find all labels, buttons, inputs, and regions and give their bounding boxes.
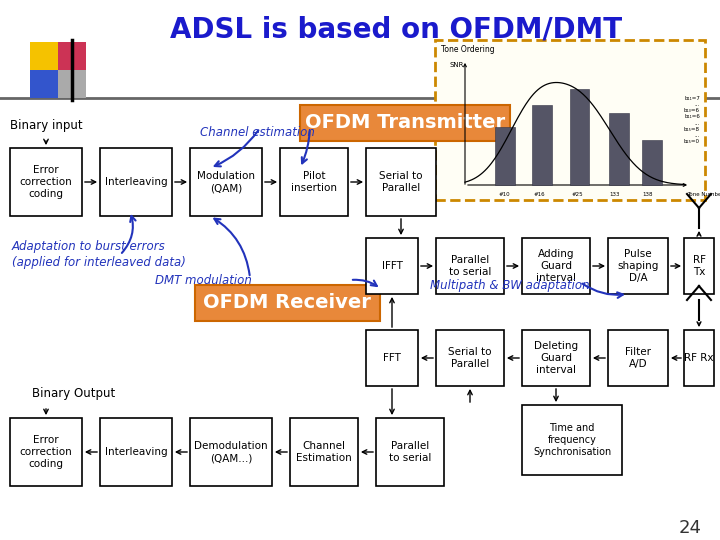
Text: RF
Tx: RF Tx [693, 255, 706, 277]
Bar [522, 238, 590, 294]
Text: 138: 138 [642, 192, 653, 198]
Text: FFT: FFT [383, 353, 401, 363]
Text: Modulation
(QAM): Modulation (QAM) [197, 171, 255, 193]
Bar [522, 405, 622, 475]
Bar [366, 238, 418, 294]
Text: #16: #16 [534, 192, 546, 198]
Text: RF Rx: RF Rx [684, 353, 714, 363]
Bar [10, 418, 82, 486]
Text: Parallel
to serial: Parallel to serial [449, 255, 491, 277]
Text: Multipath & BW adaptation: Multipath & BW adaptation [430, 279, 590, 292]
Text: Adaptation to burst errors
(applied for interleaved data): Adaptation to burst errors (applied for … [12, 240, 186, 269]
Bar [608, 330, 668, 386]
Bar [30, 42, 58, 70]
Text: 133: 133 [609, 192, 620, 198]
Text: OFDM Transmitter: OFDM Transmitter [305, 113, 505, 132]
Text: Serial to
Parallel: Serial to Parallel [449, 347, 492, 369]
Bar [684, 238, 714, 294]
Text: DMT modulation: DMT modulation [155, 273, 252, 287]
Text: Tone Number: Tone Number [687, 192, 720, 198]
Bar [366, 148, 436, 216]
Bar [366, 330, 418, 386]
Text: Serial to
Parallel: Serial to Parallel [379, 171, 423, 193]
Bar [30, 70, 58, 98]
Text: Filter
A/D: Filter A/D [625, 347, 651, 369]
Text: b₁₁=7
...
b₁₃=6
b₁₁=6
...
b₁₅=8
...
b₂₅=0: b₁₁=7 ... b₁₃=6 b₁₁=6 ... b₁₅=8 ... b₂₅=… [684, 96, 700, 144]
Text: Interleaving: Interleaving [104, 447, 167, 457]
Text: Demodulation
(QAM...): Demodulation (QAM...) [194, 441, 268, 463]
Text: Channel
Estimation: Channel Estimation [296, 441, 352, 463]
Bar [495, 126, 515, 185]
Text: Error
correction
coding: Error correction coding [19, 435, 73, 469]
Text: SNR: SNR [450, 62, 464, 68]
Text: OFDM Receiver: OFDM Receiver [203, 294, 371, 313]
Bar [100, 418, 172, 486]
Bar [436, 330, 504, 386]
Bar [532, 105, 552, 185]
Text: IFFT: IFFT [382, 261, 402, 271]
Text: #10: #10 [499, 192, 510, 198]
Text: #25: #25 [572, 192, 583, 198]
Text: Adding
Guard
interval: Adding Guard interval [536, 248, 576, 284]
Text: Deleting
Guard
interval: Deleting Guard interval [534, 341, 578, 375]
Bar [190, 418, 272, 486]
Bar [100, 148, 172, 216]
Bar [290, 418, 358, 486]
Text: 24: 24 [679, 519, 702, 537]
Bar [570, 90, 589, 185]
Text: Time and
frequency
Synchronisation: Time and frequency Synchronisation [533, 423, 611, 457]
Bar [642, 140, 662, 185]
Bar [58, 70, 86, 98]
Bar [195, 285, 380, 321]
Text: Binary input: Binary input [9, 119, 82, 132]
Bar [58, 42, 86, 70]
Bar [436, 238, 504, 294]
Text: Parallel
to serial: Parallel to serial [389, 441, 431, 463]
Text: Pilot
insertion: Pilot insertion [291, 171, 337, 193]
Bar [376, 418, 444, 486]
Bar [522, 330, 590, 386]
Text: Channel estimation: Channel estimation [200, 125, 315, 138]
Bar [190, 148, 262, 216]
Text: ADSL is based on OFDM/DMT: ADSL is based on OFDM/DMT [170, 16, 622, 44]
Bar [435, 40, 705, 200]
Text: Pulse
shaping
D/A: Pulse shaping D/A [617, 248, 659, 284]
Text: Error
correction
coding: Error correction coding [19, 165, 73, 199]
Text: Tone Ordering: Tone Ordering [441, 45, 495, 55]
Bar [10, 148, 82, 216]
Bar [609, 113, 629, 185]
Bar [684, 330, 714, 386]
Text: Binary Output: Binary Output [32, 387, 116, 400]
Bar [608, 238, 668, 294]
Text: Interleaving: Interleaving [104, 177, 167, 187]
Bar [300, 105, 510, 141]
Bar [280, 148, 348, 216]
